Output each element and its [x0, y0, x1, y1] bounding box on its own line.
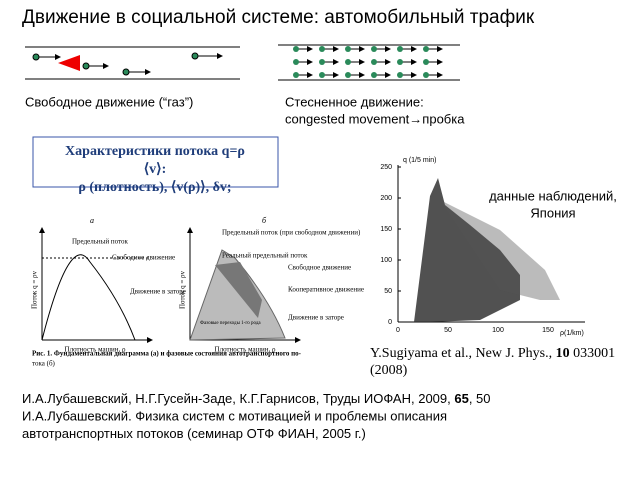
axis-label: ρ(1/km) [560, 330, 584, 337]
x-tick-label: 0 [396, 327, 400, 334]
citation: (2008) [370, 363, 408, 378]
y-tick-label: 150 [380, 226, 392, 233]
annotation: Движение в заторе [130, 288, 186, 296]
car [423, 46, 429, 52]
figure-caption: Рис. 1. Фундаментальная диаграмма (а) и … [32, 350, 302, 358]
reference: автотранспортных потоков (семинар ОТФ ФИ… [22, 426, 366, 441]
car [397, 59, 403, 65]
citation: Y.Sugiyama et al., New J. Phys., 10 0330… [370, 346, 615, 361]
x-tick-label: 100 [492, 327, 504, 334]
axis-label: Поток q = ρv [31, 270, 39, 309]
car [293, 59, 299, 65]
car [345, 59, 351, 65]
car [371, 46, 377, 52]
fundamental-diagram: а Поток q = ρv Плотность машин, ρ Предел… [31, 216, 364, 368]
y-tick-label: 50 [384, 288, 392, 295]
panel-letter: а [90, 216, 94, 225]
car [319, 72, 325, 78]
car [423, 59, 429, 65]
data-cloud [440, 200, 560, 300]
observation-plot: q (1/5 min) ρ(1/km) 0 50 100 150 200 250 0 50 10… [380, 157, 585, 337]
car [371, 59, 377, 65]
plot-note: данные наблюдений, [489, 188, 617, 203]
annotation: Фазовые переходы 1-го рода [200, 321, 261, 326]
citation-volume: 10 [556, 346, 570, 361]
annotation: Предельный поток (при свободном движении… [222, 229, 361, 237]
reference-text: , 50 [469, 391, 491, 406]
congested-road [278, 44, 460, 81]
reference-volume: 65 [454, 391, 468, 406]
y-tick-label: 0 [388, 319, 392, 326]
citation-text: 033001 [570, 346, 616, 361]
x-tick-label: 50 [444, 327, 452, 334]
annotation: Реальный предельный поток [222, 252, 308, 260]
reference-text: И.А.Лубашевский, Н.Г.Гусейн-Заде, К.Г.Га… [22, 391, 454, 406]
box-text: ρ (плотность), ⟨v(ρ)⟩, δv; [78, 180, 231, 195]
annotation: Кооперативное движение [288, 286, 364, 294]
reference-text: И.А.Лубашевский. Физика систем с мотивац… [22, 409, 447, 424]
citation-text: Y.Sugiyama et al., New J. Phys., [370, 346, 556, 361]
figure-caption: тока (б) [32, 360, 56, 368]
axis-label: q (1/5 min) [403, 157, 436, 164]
congested-label: Стесненное движение: [285, 94, 424, 109]
car [319, 46, 325, 52]
annotation: Свободное движение [288, 264, 351, 272]
annotation: Предельный поток [72, 238, 128, 246]
car [345, 46, 351, 52]
car [397, 72, 403, 78]
title: Движение в социальной системе: автомобил… [22, 7, 535, 28]
reference: И.А.Лубашевский, Н.Г.Гусейн-Заде, К.Г.Га… [22, 391, 491, 406]
y-tick-label: 250 [380, 164, 392, 171]
box-text: Характеристики потока q=ρ [65, 144, 245, 159]
annotation: Движение в заторе [288, 314, 344, 322]
plot-note: Япония [530, 205, 575, 220]
car [371, 72, 377, 78]
car [293, 72, 299, 78]
car [293, 46, 299, 52]
car [345, 72, 351, 78]
reference: И.А.Лубашевский. Физика систем с мотивац… [22, 409, 447, 424]
axis-label: Поток q = ρv [179, 270, 187, 309]
axis-label: Плотность машин, ρ [215, 346, 276, 354]
annotation: Свободное движение [112, 254, 175, 262]
characteristics-box [32, 136, 279, 188]
axis-label: Плотность машин, ρ [65, 346, 126, 354]
free-flow-road [25, 46, 240, 80]
data-cloud [414, 178, 520, 322]
car [423, 72, 429, 78]
car [319, 59, 325, 65]
box-text: ⟨v⟩: [144, 162, 167, 177]
x-tick-label: 150 [542, 327, 554, 334]
reference-text: автотранспортных потоков (семинар ОТФ ФИ… [22, 426, 366, 441]
congested-label: congested movement→пробка [285, 111, 465, 126]
free-flow-label: Свободное движение (“газ”) [25, 94, 193, 109]
panel-letter: б [262, 216, 267, 225]
car [397, 46, 403, 52]
y-tick-label: 100 [380, 257, 392, 264]
y-tick-label: 200 [380, 195, 392, 202]
